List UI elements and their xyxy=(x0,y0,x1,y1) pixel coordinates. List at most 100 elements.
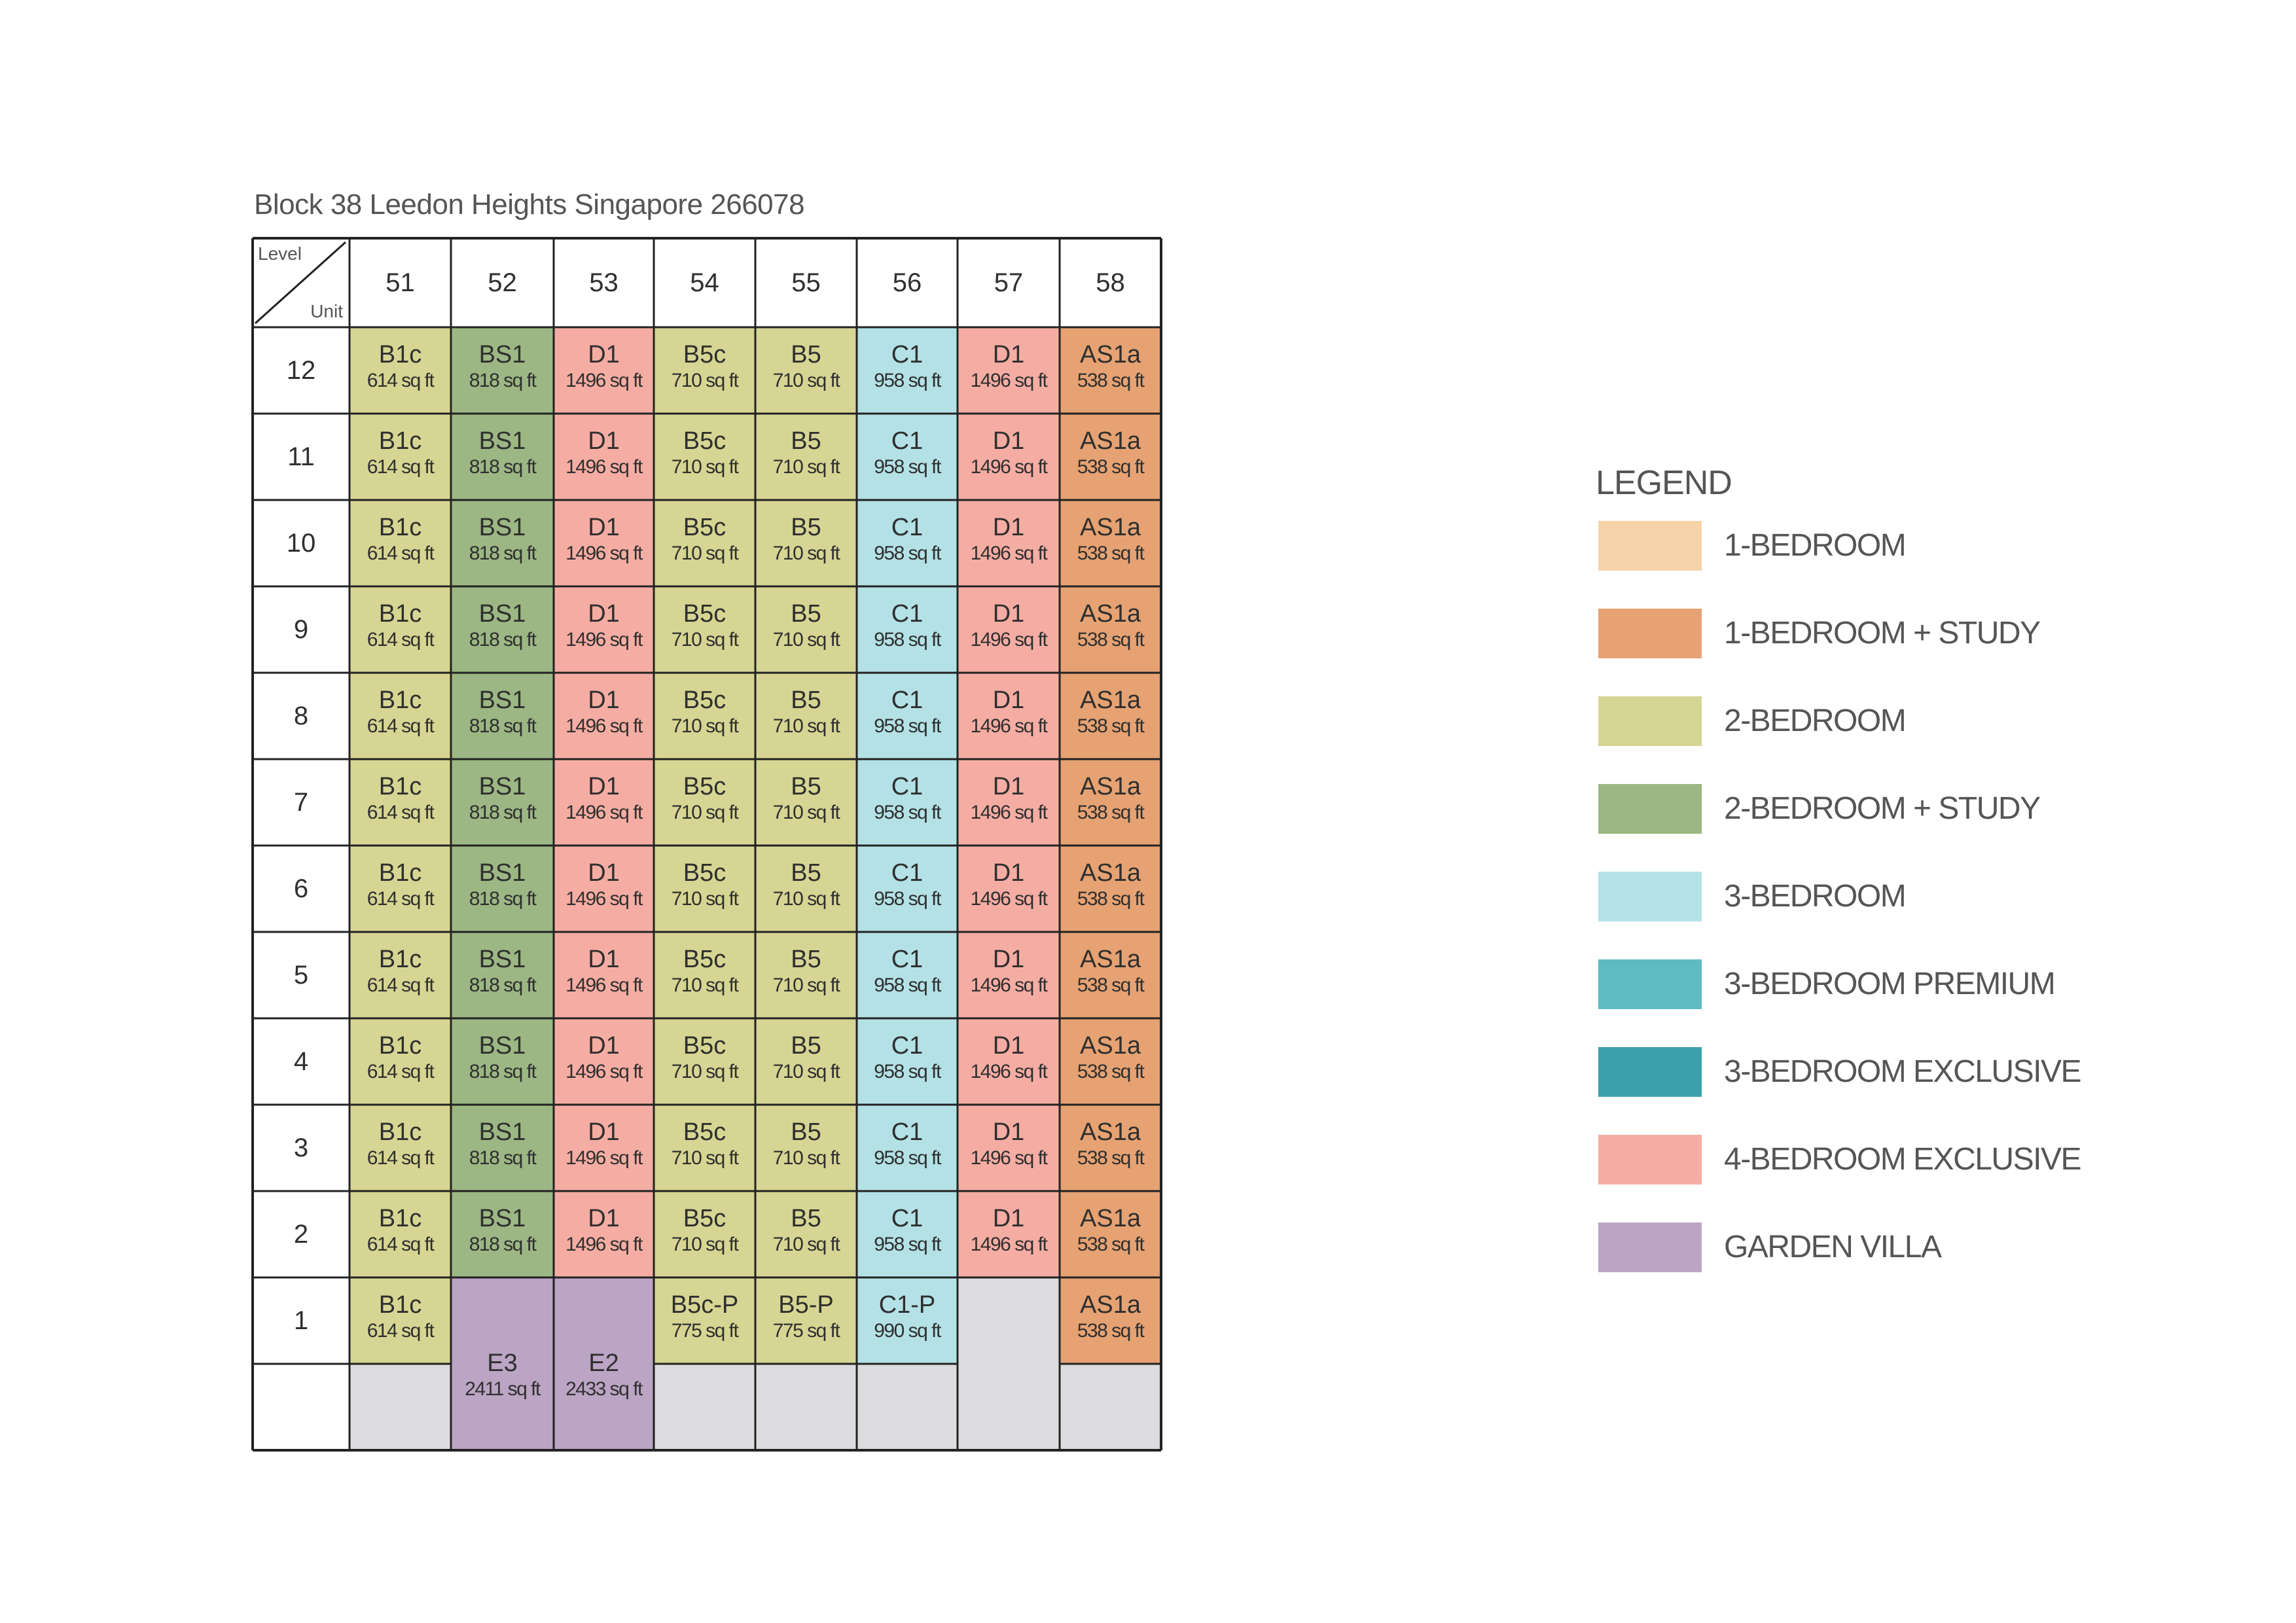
unit-cell[interactable]: B1c 614 sq ft xyxy=(350,327,451,414)
unit-cell[interactable]: B1c 614 sq ft xyxy=(350,500,451,586)
unit-cell[interactable]: AS1a 538 sq ft xyxy=(1060,414,1161,500)
unit-cell[interactable]: B5 710 sq ft xyxy=(755,586,857,673)
unit-cell[interactable]: E2 2433 sq ft xyxy=(554,1277,654,1450)
unit-cell[interactable]: B5c 710 sq ft xyxy=(654,759,755,846)
unit-cell[interactable]: BS1 818 sq ft xyxy=(451,327,554,414)
unit-cell[interactable]: D1 1496 sq ft xyxy=(554,327,654,414)
unit-cell[interactable]: B5 710 sq ft xyxy=(755,846,857,932)
unit-cell[interactable]: B5-P 775 sq ft xyxy=(755,1277,857,1364)
unit-cell[interactable]: D1 1496 sq ft xyxy=(958,1191,1060,1277)
unit-cell[interactable]: B5 710 sq ft xyxy=(755,759,857,846)
unit-cell[interactable]: AS1a 538 sq ft xyxy=(1060,1277,1161,1364)
unit-cell[interactable]: BS1 818 sq ft xyxy=(451,586,554,673)
unit-cell[interactable]: B5c 710 sq ft xyxy=(654,1105,755,1191)
unit-cell[interactable]: D1 1496 sq ft xyxy=(958,759,1060,846)
unit-cell[interactable]: BS1 818 sq ft xyxy=(451,932,554,1018)
unit-cell[interactable]: C1 958 sq ft xyxy=(857,673,958,759)
unit-cell[interactable]: B5c 710 sq ft xyxy=(654,500,755,586)
unit-type-label: B1c xyxy=(378,687,422,714)
unit-cell[interactable]: BS1 818 sq ft xyxy=(451,759,554,846)
unit-cell[interactable]: B1c 614 sq ft xyxy=(350,1277,451,1364)
unit-cell[interactable]: AS1a 538 sq ft xyxy=(1060,1105,1161,1191)
unit-cell[interactable]: C1 958 sq ft xyxy=(857,1191,958,1277)
unit-cell[interactable]: BS1 818 sq ft xyxy=(451,1191,554,1277)
unit-cell[interactable]: BS1 818 sq ft xyxy=(451,414,554,500)
unit-cell[interactable]: D1 1496 sq ft xyxy=(554,932,654,1018)
unit-cell[interactable]: E3 2411 sq ft xyxy=(451,1277,554,1450)
unit-cell[interactable]: AS1a 538 sq ft xyxy=(1060,586,1161,673)
unit-cell[interactable]: D1 1496 sq ft xyxy=(958,846,1060,932)
unit-cell[interactable]: B5c-P 775 sq ft xyxy=(654,1277,755,1364)
unit-cell[interactable]: D1 1496 sq ft xyxy=(554,586,654,673)
unit-cell[interactable]: B5c 710 sq ft xyxy=(654,673,755,759)
unit-cell[interactable]: B1c 614 sq ft xyxy=(350,414,451,500)
unit-cell[interactable]: BS1 818 sq ft xyxy=(451,1105,554,1191)
unit-cell[interactable]: B5 710 sq ft xyxy=(755,1105,857,1191)
unit-cell[interactable]: B5c 710 sq ft xyxy=(654,932,755,1018)
unit-cell[interactable]: B5c 710 sq ft xyxy=(654,586,755,673)
unit-cell[interactable]: D1 1496 sq ft xyxy=(958,673,1060,759)
unit-cell[interactable]: D1 1496 sq ft xyxy=(958,414,1060,500)
unit-cell[interactable]: D1 1496 sq ft xyxy=(554,1105,654,1191)
unit-cell[interactable]: D1 1496 sq ft xyxy=(958,586,1060,673)
unit-cell[interactable]: B5c 710 sq ft xyxy=(654,1191,755,1277)
unit-cell[interactable]: B1c 614 sq ft xyxy=(350,759,451,846)
unit-cell[interactable]: B1c 614 sq ft xyxy=(350,1105,451,1191)
unit-size-label: 710 sq ft xyxy=(772,1147,840,1169)
unit-cell[interactable]: B5 710 sq ft xyxy=(755,414,857,500)
unit-cell[interactable]: AS1a 538 sq ft xyxy=(1060,1191,1161,1277)
unit-cell[interactable]: B5c 710 sq ft xyxy=(654,846,755,932)
unit-type-label: D1 xyxy=(588,773,620,800)
unit-cell[interactable]: BS1 818 sq ft xyxy=(451,673,554,759)
unit-cell[interactable]: C1 958 sq ft xyxy=(857,500,958,586)
unit-cell[interactable]: C1 958 sq ft xyxy=(857,1105,958,1191)
unit-cell[interactable]: BS1 818 sq ft xyxy=(451,1018,554,1105)
unit-cell[interactable]: D1 1496 sq ft xyxy=(554,673,654,759)
unit-cell[interactable]: D1 1496 sq ft xyxy=(958,500,1060,586)
unit-cell[interactable]: B5 710 sq ft xyxy=(755,932,857,1018)
unit-cell[interactable]: B1c 614 sq ft xyxy=(350,846,451,932)
unit-cell[interactable]: B1c 614 sq ft xyxy=(350,1018,451,1105)
unit-cell[interactable]: C1-P 990 sq ft xyxy=(857,1277,958,1364)
unit-cell[interactable]: B5 710 sq ft xyxy=(755,500,857,586)
unit-cell[interactable]: B5c 710 sq ft xyxy=(654,1018,755,1105)
unit-cell[interactable]: AS1a 538 sq ft xyxy=(1060,1018,1161,1105)
unit-cell[interactable]: B5 710 sq ft xyxy=(755,1191,857,1277)
unit-cell[interactable]: B5 710 sq ft xyxy=(755,327,857,414)
unit-cell[interactable]: D1 1496 sq ft xyxy=(958,327,1060,414)
unit-cell[interactable]: B5c 710 sq ft xyxy=(654,414,755,500)
unit-cell[interactable]: C1 958 sq ft xyxy=(857,1018,958,1105)
legend-swatch xyxy=(1598,696,1702,746)
unit-cell[interactable]: BS1 818 sq ft xyxy=(451,846,554,932)
unit-cell[interactable]: AS1a 538 sq ft xyxy=(1060,846,1161,932)
unit-cell[interactable]: D1 1496 sq ft xyxy=(958,1105,1060,1191)
unit-cell[interactable]: D1 1496 sq ft xyxy=(554,1018,654,1105)
unit-cell[interactable]: D1 1496 sq ft xyxy=(554,500,654,586)
unit-cell[interactable]: C1 958 sq ft xyxy=(857,932,958,1018)
unit-cell[interactable]: C1 958 sq ft xyxy=(857,759,958,846)
unit-cell[interactable]: AS1a 538 sq ft xyxy=(1060,759,1161,846)
unit-cell[interactable]: AS1a 538 sq ft xyxy=(1060,932,1161,1018)
unit-cell[interactable]: AS1a 538 sq ft xyxy=(1060,673,1161,759)
unit-cell[interactable]: D1 1496 sq ft xyxy=(958,932,1060,1018)
unit-cell[interactable]: B5 710 sq ft xyxy=(755,1018,857,1105)
unit-cell[interactable]: C1 958 sq ft xyxy=(857,586,958,673)
unit-cell[interactable]: B1c 614 sq ft xyxy=(350,586,451,673)
unit-cell[interactable]: C1 958 sq ft xyxy=(857,327,958,414)
unit-cell[interactable]: D1 1496 sq ft xyxy=(554,414,654,500)
unit-cell[interactable]: D1 1496 sq ft xyxy=(554,846,654,932)
unit-cell[interactable]: D1 1496 sq ft xyxy=(554,1191,654,1277)
unit-cell[interactable]: B1c 614 sq ft xyxy=(350,932,451,1018)
unit-cell[interactable]: C1 958 sq ft xyxy=(857,414,958,500)
unit-cell[interactable]: B5c 710 sq ft xyxy=(654,327,755,414)
unit-cell[interactable]: C1 958 sq ft xyxy=(857,846,958,932)
empty-cell xyxy=(958,1277,1060,1364)
unit-cell[interactable]: BS1 818 sq ft xyxy=(451,500,554,586)
unit-cell[interactable]: AS1a 538 sq ft xyxy=(1060,500,1161,586)
unit-cell[interactable]: D1 1496 sq ft xyxy=(958,1018,1060,1105)
unit-cell[interactable]: B5 710 sq ft xyxy=(755,673,857,759)
unit-cell[interactable]: B1c 614 sq ft xyxy=(350,1191,451,1277)
unit-cell[interactable]: D1 1496 sq ft xyxy=(554,759,654,846)
unit-cell[interactable]: AS1a 538 sq ft xyxy=(1060,327,1161,414)
unit-cell[interactable]: B1c 614 sq ft xyxy=(350,673,451,759)
